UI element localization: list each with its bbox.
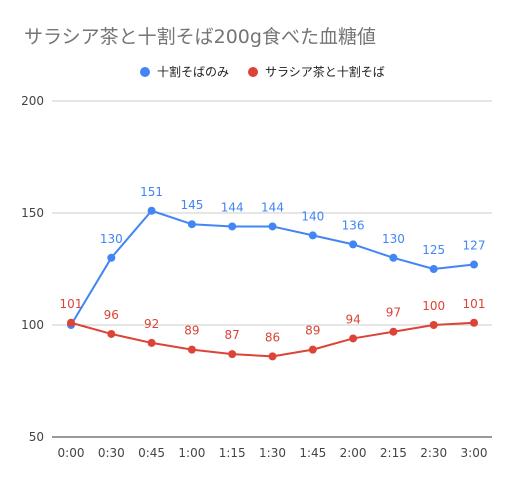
data-point (107, 253, 116, 262)
data-point (389, 327, 398, 336)
x-tick-label: 1:00 (178, 446, 205, 460)
data-point (308, 345, 317, 354)
x-tick-label: 3:00 (461, 446, 488, 460)
x-tick-label: 2:00 (340, 446, 367, 460)
data-label: 94 (345, 312, 360, 326)
data-label: 140 (301, 209, 324, 223)
data-label: 89 (305, 324, 320, 338)
data-label: 97 (386, 306, 401, 320)
data-point (107, 329, 116, 338)
data-point (228, 350, 237, 359)
legend-label: サラシア茶と十割そば (265, 64, 385, 79)
legend-marker (140, 67, 150, 77)
data-point (228, 222, 237, 231)
data-label: 96 (104, 308, 119, 322)
data-label: 101 (60, 297, 83, 311)
data-label: 89 (184, 324, 199, 338)
data-label: 101 (463, 297, 486, 311)
data-point (429, 321, 438, 329)
data-point (470, 260, 478, 269)
data-label: 130 (382, 232, 405, 246)
data-point (268, 352, 277, 361)
y-tick-label: 100 (21, 318, 44, 332)
data-point (147, 206, 156, 215)
x-tick-label: 2:15 (380, 446, 407, 460)
x-tick-label: 1:30 (259, 446, 286, 460)
data-point (187, 220, 196, 229)
legend-label: 十割そばのみ (157, 64, 229, 79)
data-label: 145 (180, 198, 203, 212)
data-point (349, 334, 358, 343)
data-label: 144 (261, 200, 284, 214)
y-tick-label: 150 (21, 206, 44, 220)
data-point (349, 240, 358, 249)
data-point (308, 231, 317, 240)
data-label: 151 (140, 185, 163, 199)
x-tick-label: 1:15 (219, 446, 246, 460)
data-label: 125 (422, 243, 445, 257)
data-point (470, 318, 478, 327)
data-point (187, 345, 196, 354)
data-point (389, 253, 398, 262)
legend-marker (248, 67, 258, 77)
y-tick-label: 50 (29, 430, 44, 444)
y-tick-label: 200 (21, 94, 44, 108)
data-label: 92 (144, 317, 159, 331)
x-tick-label: 1:45 (299, 446, 326, 460)
data-point (67, 318, 75, 327)
data-point (429, 265, 438, 273)
data-label: 87 (225, 328, 240, 342)
x-tick-label: 0:30 (98, 446, 125, 460)
x-tick-label: 2:30 (420, 446, 447, 460)
x-tick-label: 0:00 (58, 446, 85, 460)
data-label: 127 (463, 239, 486, 253)
data-label: 86 (265, 330, 280, 344)
chart-title: サラシア茶と十割そば200g食べた血糖値 (24, 26, 376, 48)
data-point (147, 338, 156, 347)
x-tick-label: 0:45 (138, 446, 165, 460)
data-label: 136 (342, 218, 365, 232)
data-point (268, 222, 277, 231)
data-label: 100 (422, 299, 445, 313)
data-label: 130 (100, 232, 123, 246)
data-label: 144 (221, 200, 244, 214)
